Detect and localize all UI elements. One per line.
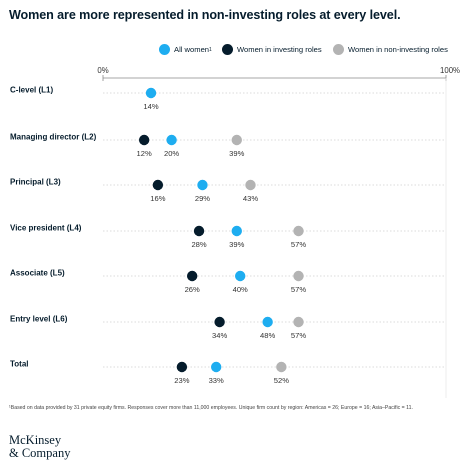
value-label-all-women-principal: 29% <box>195 194 210 203</box>
value-label-all-women-vice-president: 39% <box>229 240 244 249</box>
legend-swatch-non-investing <box>333 44 344 55</box>
dot-investing-total <box>176 361 188 373</box>
row-label-principal: Principal (L3) <box>10 178 61 187</box>
logo-line-2: & Company <box>9 445 71 460</box>
footnote: ¹Based on data provided by 31 private eq… <box>9 405 413 411</box>
value-label-investing-associate: 26% <box>185 285 200 294</box>
dot-all-women-total <box>210 361 222 373</box>
legend: All women 1 Women in investing roles Wome… <box>0 44 474 56</box>
value-label-all-women-c-level: 14% <box>143 102 158 111</box>
value-label-investing-managing-director: 12% <box>137 149 152 158</box>
dot-non-investing-total <box>276 361 287 373</box>
value-label-non-investing-total: 52% <box>274 376 289 385</box>
value-label-non-investing-vice-president: 57% <box>291 240 306 249</box>
value-label-non-investing-associate: 57% <box>291 285 306 294</box>
x-axis-label-end: 100% <box>440 66 460 75</box>
row-label-associate: Associate (L5) <box>10 269 65 278</box>
dot-investing-entry-level <box>214 316 225 328</box>
logo-line-1: McKinsey <box>9 433 62 447</box>
dot-all-women-associate <box>235 270 246 282</box>
value-label-non-investing-managing-director: 39% <box>229 149 244 158</box>
dot-investing-managing-director <box>138 134 150 146</box>
dot-non-investing-vice-president <box>293 225 304 237</box>
legend-sup-all-women: 1 <box>209 46 212 53</box>
dot-non-investing-managing-director <box>231 134 242 146</box>
dot-investing-vice-president <box>193 225 205 237</box>
legend-swatch-all-women <box>159 44 170 55</box>
legend-item-non-investing: Women in non-investing roles <box>333 44 448 55</box>
dot-all-women-vice-president <box>231 225 242 237</box>
row-label-entry-level: Entry level (L6) <box>10 315 68 324</box>
value-label-investing-principal: 16% <box>150 194 165 203</box>
dot-investing-principal <box>152 179 164 191</box>
row-label-total: Total <box>10 360 29 369</box>
dot-all-women-principal <box>197 179 208 191</box>
mckinsey-logo: McKinsey & Company <box>9 434 70 459</box>
legend-item-investing: Women in investing roles <box>222 44 322 55</box>
dot-non-investing-principal <box>245 179 256 191</box>
legend-label-investing: Women in investing roles <box>237 45 322 54</box>
value-label-all-women-managing-director: 20% <box>164 149 179 158</box>
row-label-vice-president: Vice president (L4) <box>10 224 82 233</box>
value-label-all-women-entry-level: 48% <box>260 331 275 340</box>
legend-label-non-investing: Women in non-investing roles <box>348 45 448 54</box>
x-axis-label-start: 0% <box>97 66 108 75</box>
value-label-investing-vice-president: 28% <box>191 240 206 249</box>
chart-title: Women are more represented in non-invest… <box>9 8 401 22</box>
dot-all-women-managing-director <box>166 134 177 146</box>
row-label-managing-director: Managing director (L2) <box>10 133 97 142</box>
dot-non-investing-entry-level <box>293 316 304 328</box>
legend-item-all-women: All women 1 <box>159 44 212 55</box>
row-label-c-level: C-level (L1) <box>10 86 53 95</box>
value-label-all-women-total: 33% <box>209 376 224 385</box>
legend-label-all-women: All women <box>174 45 210 54</box>
value-label-non-investing-entry-level: 57% <box>291 331 306 340</box>
dot-all-women-entry-level <box>262 316 273 328</box>
dot-all-women-c-level <box>145 87 157 99</box>
dot-non-investing-associate <box>293 270 304 282</box>
value-label-non-investing-principal: 43% <box>243 194 258 203</box>
legend-swatch-investing <box>222 44 233 55</box>
value-label-investing-total: 23% <box>174 376 189 385</box>
value-label-investing-entry-level: 34% <box>212 331 227 340</box>
value-label-all-women-associate: 40% <box>233 285 248 294</box>
dot-investing-associate <box>186 270 198 282</box>
